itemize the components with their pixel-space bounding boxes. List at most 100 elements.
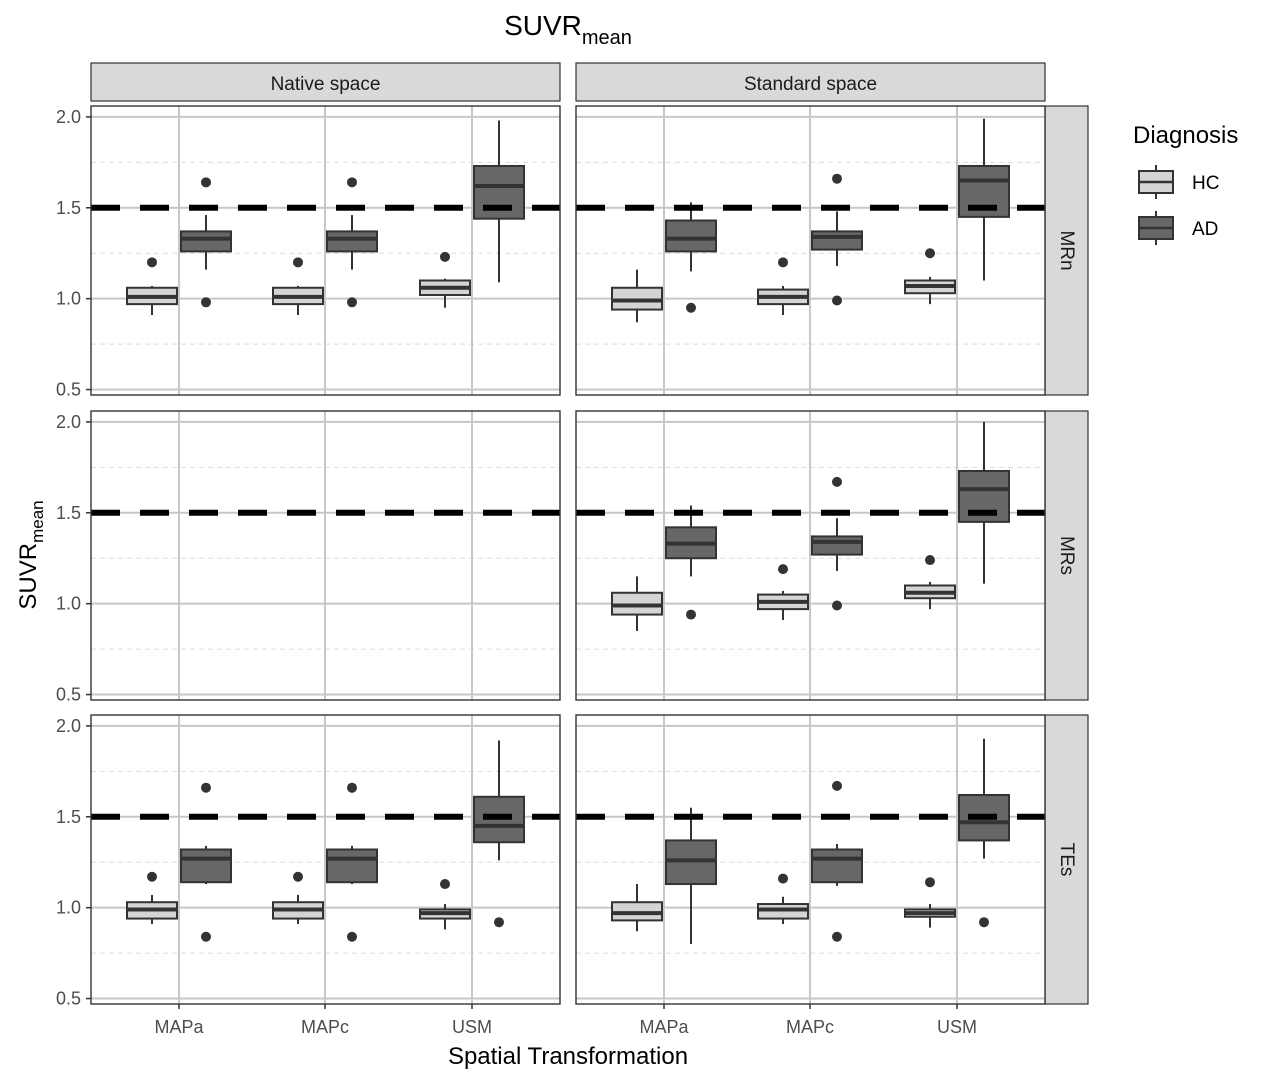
box-body: [811, 230, 863, 251]
svg-text:SUVRmean: SUVRmean: [504, 10, 632, 49]
y-axis-title-subscript: mean: [28, 500, 47, 543]
outlier-point: [832, 931, 842, 942]
outlier-point: [832, 600, 842, 611]
box: [611, 884, 663, 932]
box-body: [665, 219, 717, 253]
outlier-point: [832, 780, 842, 791]
strip-background: [90, 62, 561, 102]
box: [904, 877, 956, 928]
x-tick-label: MAPa: [154, 1017, 204, 1037]
outlier-point: [347, 931, 357, 942]
outlier-point: [979, 917, 989, 928]
facet-panel: 0.5 1.0 1.5 2.0: [56, 410, 561, 705]
x-tick-label: MAPa: [639, 1017, 689, 1037]
box: [757, 257, 809, 316]
outlier-point: [201, 931, 211, 942]
box: [811, 173, 863, 306]
facet-panel: [575, 410, 1046, 701]
facet-panel: [575, 714, 1046, 1005]
x-tick-label: MAPc: [786, 1017, 834, 1037]
box: [326, 177, 378, 308]
legend-label: HC: [1192, 173, 1219, 194]
box-body: [811, 535, 863, 556]
outlier-point: [347, 297, 357, 308]
row-strip-label: MRs: [1056, 536, 1077, 575]
panel-border: [90, 410, 561, 701]
outlier-point: [201, 177, 211, 188]
box: [272, 871, 324, 925]
svg-text:SUVRmean: SUVRmean: [15, 500, 47, 609]
outlier-point: [440, 251, 450, 262]
y-tick-label: 1.0: [56, 594, 81, 614]
column-strip-label: Native space: [271, 74, 381, 95]
box: [611, 269, 663, 323]
y-tick-label: 2.0: [56, 716, 81, 736]
outlier-point: [147, 257, 157, 268]
chart-title-subscript: mean: [582, 27, 632, 49]
box-body: [958, 469, 1010, 523]
box-body: [180, 230, 232, 253]
outlier-point: [778, 564, 788, 575]
box: [904, 248, 956, 305]
outlier-point: [440, 879, 450, 890]
outlier-point: [347, 782, 357, 793]
outlier-point: [832, 476, 842, 487]
outlier-point: [147, 871, 157, 882]
outlier-point: [494, 917, 504, 928]
row-strip: TEs: [1044, 714, 1089, 1005]
panel-border: [575, 410, 1046, 701]
box-body: [180, 848, 232, 884]
column-strip: Standard space: [575, 62, 1046, 102]
box: [665, 202, 717, 313]
outlier-point: [293, 871, 303, 882]
y-tick-label: 1.0: [56, 289, 81, 309]
box: [272, 257, 324, 316]
y-axis-title-main: SUVR: [15, 543, 42, 610]
row-strip: MRs: [1044, 410, 1089, 701]
box: [811, 476, 863, 611]
box: [180, 782, 232, 942]
facet-panel: [575, 105, 1046, 396]
column-strip-label: Standard space: [744, 74, 877, 95]
legend-title: Diagnosis: [1133, 122, 1238, 149]
box: [757, 564, 809, 621]
box: [126, 257, 178, 316]
y-tick-label: 2.0: [56, 107, 81, 127]
box: [904, 555, 956, 610]
box: [757, 873, 809, 925]
outlier-point: [686, 609, 696, 620]
y-tick-label: 2.0: [56, 412, 81, 432]
strip-background: [1044, 410, 1089, 701]
box: [419, 879, 471, 930]
y-tick-label: 0.5: [56, 685, 81, 705]
column-strip: Native space: [90, 62, 561, 102]
row-strip: MRn: [1044, 105, 1089, 396]
box: [811, 780, 863, 942]
facet-panel: 0.5 1.0 1.5 2.0: [56, 105, 561, 400]
outlier-point: [201, 297, 211, 308]
panel-border: [90, 105, 561, 396]
box-body: [326, 848, 378, 884]
y-tick-label: 1.5: [56, 198, 81, 218]
y-tick-label: 0.5: [56, 989, 81, 1009]
box: [326, 782, 378, 942]
strip-background: [1044, 105, 1089, 396]
y-axis-title: SUVRmean: [15, 500, 47, 609]
x-tick-label: MAPc: [301, 1017, 349, 1037]
box: [611, 576, 663, 631]
y-tick-label: 1.0: [56, 898, 81, 918]
box-body: [811, 848, 863, 884]
outlier-point: [778, 257, 788, 268]
facet-panel: 0.5 1.0 1.5 2.0: [56, 714, 561, 1009]
legend: Diagnosis HC AD: [1133, 122, 1238, 245]
outlier-point: [925, 248, 935, 259]
outlier-point: [832, 295, 842, 306]
outlier-point: [201, 782, 211, 793]
outlier-point: [778, 873, 788, 884]
strip-background: [1044, 714, 1089, 1005]
y-tick-label: 1.5: [56, 807, 81, 827]
box-body: [326, 230, 378, 253]
outlier-point: [347, 177, 357, 188]
box: [419, 251, 471, 308]
box: [665, 807, 717, 945]
